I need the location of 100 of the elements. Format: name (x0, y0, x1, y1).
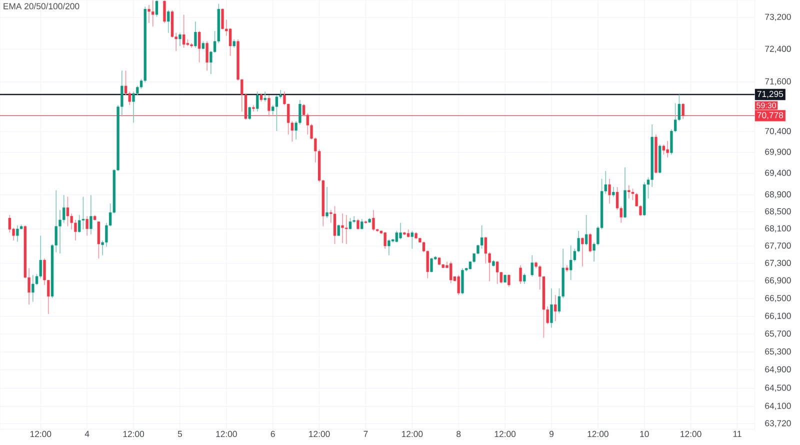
candlestick (337, 224, 340, 236)
candlestick (519, 264, 522, 284)
candlestick (62, 194, 66, 224)
candlestick (628, 184, 630, 199)
y-tick-label: 70,400 (765, 128, 791, 136)
candlestick (662, 144, 666, 156)
candlestick (631, 188, 634, 201)
candlestick (410, 230, 414, 250)
candlestick (90, 194, 92, 235)
candlestick (86, 216, 88, 236)
candlestick (523, 273, 526, 284)
y-tick-label: 67,300 (765, 260, 791, 267)
candlestick (457, 274, 460, 296)
x-tick-label: 4 (84, 430, 90, 437)
candlestick (152, 0, 154, 27)
candlestick (182, 14, 186, 48)
candlestick (550, 288, 553, 328)
candlestick (74, 219, 77, 241)
x-tick-label: 9 (549, 430, 554, 438)
y-tick-label: 64,900 (765, 366, 791, 374)
candlestick (430, 257, 433, 273)
candlestick (588, 232, 592, 253)
x-tick-label: 12:00 (216, 430, 237, 438)
x-tick-label: 12:00 (494, 430, 516, 438)
y-tick-label: 64,500 (765, 384, 791, 392)
y-tick-label: 65,700 (765, 330, 791, 338)
candlestick (194, 21, 197, 48)
candlestick (584, 214, 588, 246)
candlestick (345, 214, 348, 244)
candlestick (78, 214, 81, 233)
ref-line-label: 70,778 (757, 112, 784, 120)
candlestick (608, 178, 611, 204)
candlestick (248, 106, 251, 120)
candlestick (356, 218, 360, 230)
candlestick (360, 218, 364, 230)
y-tick-label: 68,100 (765, 225, 791, 232)
candlestick (167, 10, 170, 34)
candlestick (612, 186, 615, 198)
candlestick (333, 206, 336, 244)
candlestick (530, 254, 534, 277)
y-tick-label: 69,900 (765, 148, 791, 156)
candlestick (58, 210, 62, 254)
x-tick-label: 12:00 (588, 430, 608, 438)
y-tick-label: 66,500 (765, 295, 791, 302)
candlestick (66, 196, 70, 227)
y-tick-label: 68,900 (765, 191, 791, 198)
candlestick (148, 4, 150, 24)
candlestick (32, 274, 34, 302)
candlestick (450, 261, 452, 284)
y-tick-label: 68,500 (765, 208, 791, 216)
ref-line-label: 71,295 (757, 90, 784, 98)
candlestick (508, 274, 510, 288)
candlestick (97, 221, 100, 259)
candlestick (82, 196, 85, 230)
candlestick (399, 222, 402, 240)
candlestick (496, 260, 499, 284)
x-tick-label: 12:00 (30, 430, 52, 438)
candlestick (388, 239, 390, 256)
y-tick-label: 65,300 (765, 348, 791, 356)
candlestick (569, 244, 572, 281)
x-tick-label: 11 (733, 430, 742, 437)
y-tick-label: 63,720 (765, 420, 791, 428)
candlestick (198, 30, 201, 63)
y-tick-label: 64,100 (765, 402, 791, 410)
y-tick-label: 73,200 (765, 14, 791, 21)
x-tick-label: 12:00 (309, 430, 330, 438)
y-tick-label: 72,400 (765, 46, 791, 53)
candlestick (256, 91, 259, 112)
candlestick (461, 268, 464, 295)
candlestick (554, 294, 557, 322)
candlestick (16, 224, 19, 242)
candlestick (178, 32, 182, 46)
y-tick-label: 71,600 (765, 78, 791, 86)
candlestick (264, 91, 266, 102)
x-tick-label: 7 (364, 430, 368, 437)
candlestick (155, 0, 158, 18)
y-tick-label: 66,100 (765, 312, 791, 320)
text: 59:30 (756, 102, 776, 108)
x-tick-label: 6 (270, 430, 275, 438)
candlestick (372, 210, 375, 232)
x-tick-label: 12:00 (680, 430, 702, 438)
x-tick-label: 10 (640, 430, 649, 438)
y-tick-label: 67,700 (765, 242, 791, 250)
candlestick (206, 40, 208, 71)
x-tick-label: 5 (178, 430, 182, 437)
candlestick (132, 91, 135, 124)
x-tick-label: 12:00 (123, 430, 144, 438)
x-tick-label: 12:00 (402, 430, 423, 438)
annotation: EMA 20/50/100/200 (4, 2, 80, 10)
candlestick (341, 213, 344, 244)
candlestick (384, 231, 386, 250)
candlestick (326, 186, 328, 218)
candlestick (666, 140, 669, 158)
candlestick (221, 8, 224, 30)
candlestick (163, 0, 166, 24)
x-tick-label: 8 (456, 430, 461, 438)
y-tick-label: 66,900 (765, 277, 791, 284)
y-tick-label: 69,400 (765, 170, 791, 177)
candlestick (348, 218, 352, 230)
candlestick (581, 237, 584, 267)
